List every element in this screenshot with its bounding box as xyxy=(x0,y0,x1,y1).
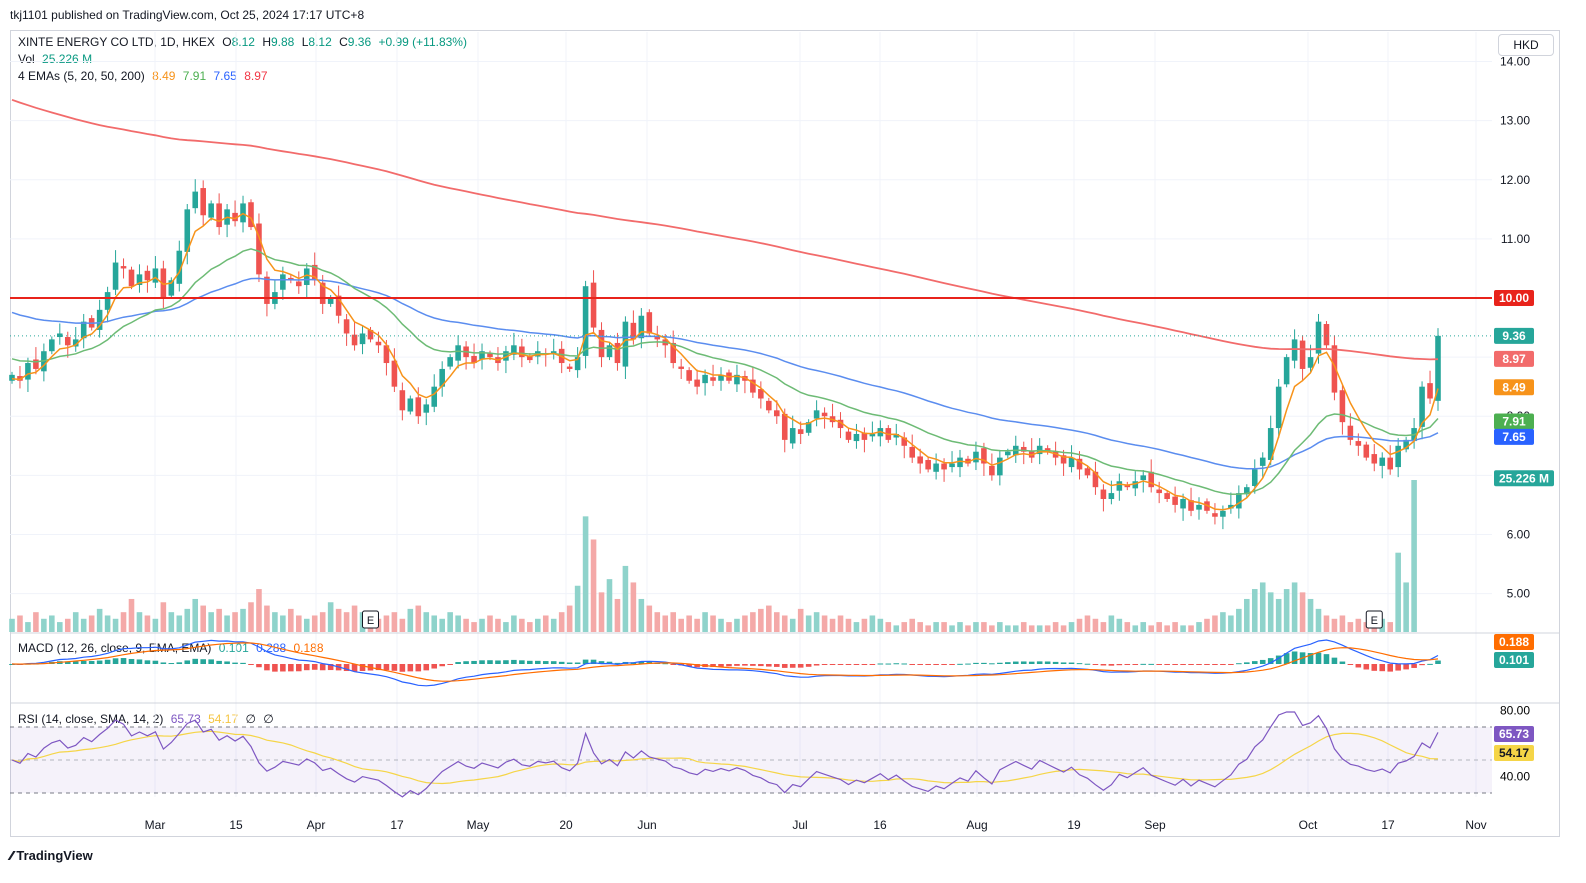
volume-value: 25.226 M xyxy=(42,52,93,66)
ema-legend: 4 EMAs (5, 20, 50, 200) 8.49 7.91 7.65 8… xyxy=(18,69,272,83)
low-label: L xyxy=(301,35,309,49)
macd-signal-value: 0.188 xyxy=(293,641,324,655)
macd-legend: MACD (12, 26, close, 9, EMA, EMA) 0.101 … xyxy=(18,641,328,655)
ema-label[interactable]: 4 EMAs (5, 20, 50, 200) xyxy=(18,69,145,83)
volume-label[interactable]: Vol xyxy=(18,52,35,66)
open-label: O xyxy=(222,35,232,49)
ema50-value: 7.65 xyxy=(213,69,237,83)
symbol-name[interactable]: XINTE ENERGY CO LTD, 1D, HKEX xyxy=(18,35,215,49)
rsi-legend: RSI (14, close, SMA, 14, 2) 65.73 54.17 … xyxy=(18,712,278,726)
rsi-label[interactable]: RSI (14, close, SMA, 14, 2) xyxy=(18,712,164,726)
ema20-value: 7.91 xyxy=(182,69,207,83)
chart-frame xyxy=(10,30,1560,837)
rsi-extra-1: ∅ xyxy=(245,712,256,726)
low-value: 8.12 xyxy=(308,35,332,49)
footer-brand-text: TradingView xyxy=(16,848,93,863)
rsi-extra-2: ∅ xyxy=(263,712,274,726)
symbol-legend: XINTE ENERGY CO LTD, 1D, HKEX O8.12 H9.8… xyxy=(18,35,471,49)
high-value: 9.88 xyxy=(271,35,295,49)
macd-line-value: 0.288 xyxy=(256,641,287,655)
ema5-value: 8.49 xyxy=(152,69,176,83)
close-value: 9.36 xyxy=(347,35,372,49)
open-value: 8.12 xyxy=(231,35,255,49)
ema200-value: 8.97 xyxy=(244,69,268,83)
publisher-line: tkj1101 published on TradingView.com, Oc… xyxy=(10,8,365,22)
macd-hist-value: 0.101 xyxy=(218,641,249,655)
macd-label[interactable]: MACD (12, 26, close, 9, EMA, EMA) xyxy=(18,641,212,655)
tradingview-logo-icon: ⁄⁄ xyxy=(10,848,14,863)
close-label: C xyxy=(339,35,348,49)
high-label: H xyxy=(262,35,271,49)
rsi-ma-value: 54.17 xyxy=(208,712,239,726)
currency-button[interactable]: HKD xyxy=(1498,34,1554,56)
volume-legend: Vol 25.226 M xyxy=(18,52,96,66)
footer-brand: ⁄⁄ TradingView xyxy=(10,848,93,863)
change-value: +0.99 (+11.83%) xyxy=(378,35,467,49)
rsi-value: 65.73 xyxy=(170,712,201,726)
